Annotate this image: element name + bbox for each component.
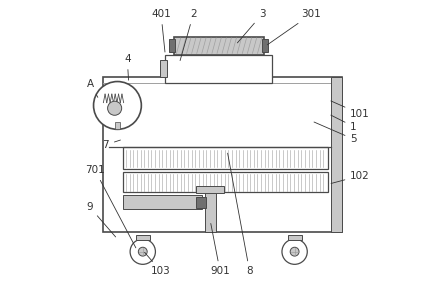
Bar — [174, 37, 264, 55]
Circle shape — [130, 239, 155, 264]
Bar — [170, 39, 175, 52]
Text: 5: 5 — [314, 122, 357, 144]
Bar — [196, 186, 224, 193]
Bar — [115, 122, 120, 129]
Bar — [288, 235, 302, 241]
Circle shape — [138, 247, 147, 256]
Text: 9: 9 — [86, 202, 116, 237]
Text: 401: 401 — [151, 9, 171, 52]
Circle shape — [290, 247, 299, 256]
Text: 2: 2 — [180, 9, 197, 60]
Bar — [196, 197, 206, 208]
Text: 103: 103 — [144, 252, 171, 276]
Bar — [136, 235, 150, 241]
Bar — [205, 192, 216, 232]
Text: 102: 102 — [331, 171, 370, 183]
Text: A: A — [87, 79, 98, 97]
Text: 701: 701 — [85, 165, 136, 248]
Circle shape — [282, 239, 307, 264]
Text: 7: 7 — [102, 140, 120, 150]
Bar — [159, 60, 167, 77]
Bar — [123, 172, 328, 192]
Text: 101: 101 — [331, 101, 370, 119]
Text: 901: 901 — [210, 224, 230, 276]
Bar — [165, 55, 272, 83]
Bar — [123, 195, 202, 210]
Bar — [331, 77, 342, 232]
Bar — [103, 77, 342, 232]
Text: 1: 1 — [331, 115, 357, 131]
Text: 4: 4 — [124, 54, 131, 80]
Text: 3: 3 — [237, 9, 266, 43]
Circle shape — [108, 101, 122, 115]
Text: 8: 8 — [228, 153, 253, 276]
Bar — [262, 39, 268, 52]
Circle shape — [93, 82, 141, 129]
Text: 301: 301 — [268, 9, 321, 45]
Bar — [123, 147, 328, 170]
